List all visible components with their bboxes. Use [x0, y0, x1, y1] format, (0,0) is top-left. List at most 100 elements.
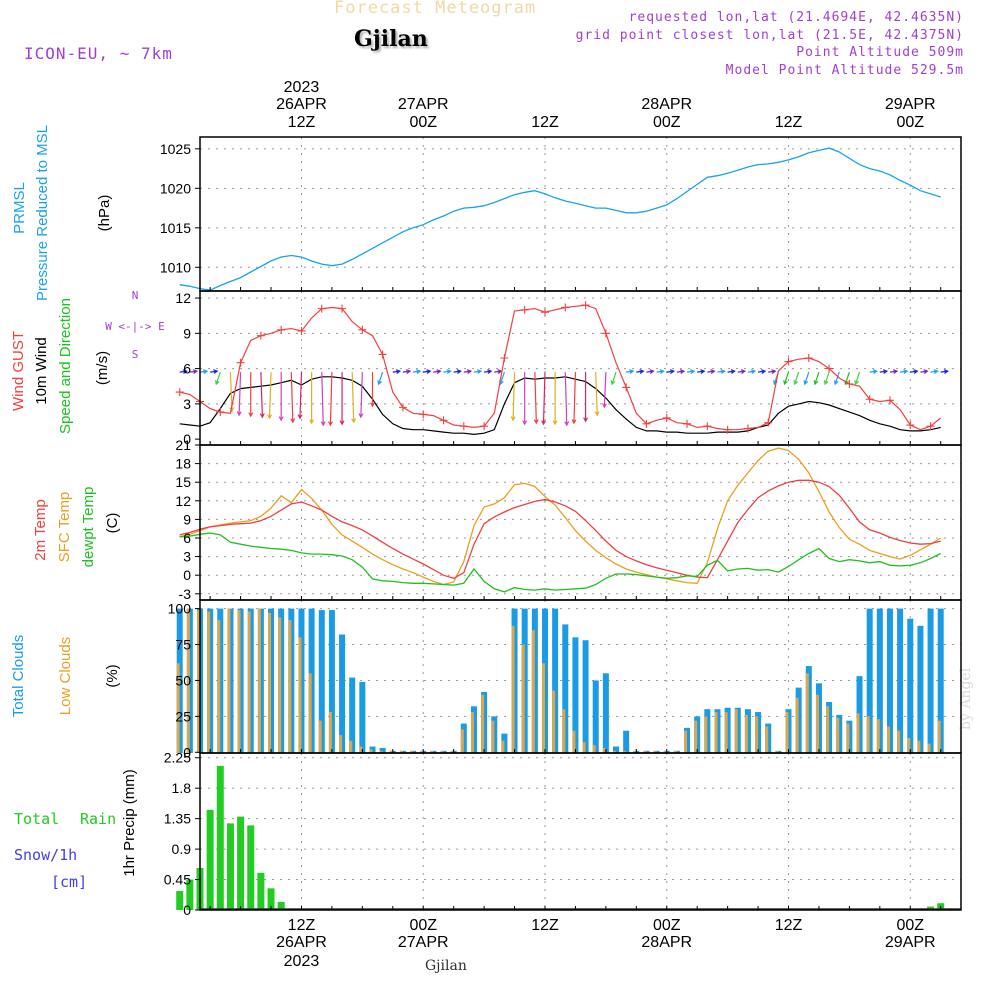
gust-marker: [256, 331, 265, 340]
gust-marker: [683, 419, 692, 428]
low-cloud-bar: [227, 608, 231, 753]
gust-marker: [378, 350, 387, 359]
wind-arrow-head: [426, 369, 432, 374]
y-tick-label: 9: [183, 511, 191, 527]
y-tick-label: 6: [183, 530, 191, 546]
low-cloud-bar: [805, 673, 809, 753]
y-tick-label: 100: [168, 601, 192, 617]
bottom-time-label: 00Z: [409, 917, 437, 934]
wind-direction-arrow: [595, 372, 598, 416]
wind-arrow-head: [297, 414, 303, 420]
gust-marker: [743, 424, 752, 433]
panel-frame: [199, 136, 962, 292]
low-cloud-bar: [531, 630, 535, 753]
gust-marker: [906, 421, 915, 430]
low-cloud-bar: [339, 735, 343, 753]
precip-axis-label: 1hr Precip (mm): [121, 769, 138, 877]
gust-marker: [784, 357, 793, 366]
wind-arrow-head: [320, 421, 326, 427]
wind-arrow-head: [456, 369, 462, 374]
meteogram-title: Forecast Meteogram: [334, 0, 537, 18]
wind-arrow-head: [750, 369, 757, 374]
low-cloud-bar: [288, 620, 292, 753]
low-cloud-bar: [633, 750, 637, 753]
gust-marker: [865, 395, 874, 404]
low-cloud-bar: [755, 716, 759, 753]
low-cloud-bar: [673, 750, 677, 753]
total-cloud-bar: [907, 618, 914, 753]
low-cloud-bar: [491, 720, 495, 753]
total-cloud-bar: [379, 747, 386, 753]
wind-arrow-head: [377, 380, 382, 386]
wind-direction-arrow: [854, 371, 861, 385]
panel-frame: [199, 290, 962, 446]
gust-marker: [804, 354, 813, 363]
low-cloud-bar: [684, 730, 688, 753]
wind-direction-arrow: [573, 372, 577, 424]
wind-direction-arrow: [824, 371, 830, 385]
point-info: requested lon,lat (21.4694E, 42.4635N) g…: [576, 9, 964, 79]
low-cloud-bar: [927, 743, 931, 753]
y-tick-label: 0: [183, 902, 191, 918]
total-cloud-bar: [897, 608, 904, 753]
wind-arrow-head: [522, 420, 528, 426]
y-tick-label: 3: [183, 549, 191, 565]
wind-unit: (m/s): [94, 351, 111, 385]
wind-arrow-head: [783, 380, 788, 386]
bottom-time-label: 12Z: [531, 917, 559, 934]
wind-arrow-head: [436, 369, 442, 374]
gust-marker: [358, 325, 367, 334]
wind-arrow-head: [309, 419, 315, 425]
wind-arrow-head: [700, 369, 706, 374]
y-tick-label: 21: [175, 437, 191, 453]
y-tick-label: 12: [175, 290, 191, 306]
precip-total-label: Total: [14, 810, 59, 828]
gust-marker: [662, 413, 671, 422]
rain-bar: [206, 809, 214, 910]
wind-arrow-head: [872, 369, 878, 374]
low-cloud-bar: [450, 750, 454, 753]
low-cloud-bar: [592, 745, 596, 753]
wind-arrow-head: [710, 369, 716, 374]
panel-frame: [199, 752, 962, 911]
y-tick-label: 25: [175, 708, 191, 724]
temp-2m-label: 2m Temp: [32, 499, 49, 560]
dewpoint-label: dewpt Temp: [80, 487, 97, 568]
y-tick-label: 3: [183, 396, 191, 412]
wind-direction-arrow: [542, 372, 546, 425]
low-cloud-bar: [663, 750, 667, 753]
wind-arrow-head: [740, 369, 747, 374]
wind-arrow-head: [933, 369, 939, 374]
low-cloud-bar: [785, 712, 789, 753]
wind-arrow-head: [446, 369, 452, 374]
top-time-label: 00Z: [896, 114, 924, 131]
low-cloud-bar: [846, 723, 850, 753]
wind-direction-arrow: [512, 372, 516, 421]
clouds-unit: (%): [104, 664, 121, 687]
wind-direction-arrow: [260, 372, 263, 418]
direction-label: Speed and Direction: [57, 298, 74, 434]
total-cloud-bar: [339, 634, 346, 753]
low-cloud-bar: [521, 644, 525, 753]
wind-arrow-head: [649, 369, 655, 374]
gust-marker: [642, 419, 651, 428]
low-cloud-bar: [826, 706, 830, 753]
bottom-time-label: 12Z: [288, 917, 316, 934]
temp-2m-line: [179, 479, 941, 580]
y-tick-label: 0.45: [164, 872, 191, 888]
low-cloud-bar: [257, 608, 261, 753]
bottom-date-label: 26APR: [276, 934, 327, 951]
total-clouds-label: Total Clouds: [10, 635, 27, 718]
wind-arrow-head: [594, 411, 600, 417]
wind-direction-arrow: [378, 371, 384, 385]
wind-speed-line: [179, 376, 941, 436]
wind-arrow-head: [823, 380, 829, 386]
low-cloud-bar: [572, 730, 576, 753]
total-cloud-bar: [917, 625, 924, 753]
gust-marker: [520, 305, 529, 314]
grid-point-coords: grid point closest lon,lat (21.5E, 42.43…: [575, 27, 964, 43]
wind-arrow-head: [416, 369, 422, 374]
location-title: Gjilan: [354, 26, 428, 52]
wind-arrow-head: [659, 369, 665, 374]
